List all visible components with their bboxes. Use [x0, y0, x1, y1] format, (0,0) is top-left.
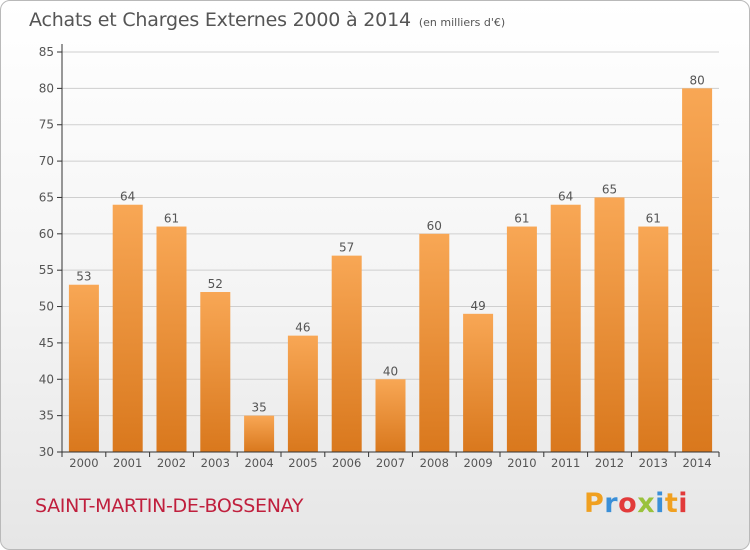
bar-value-label: 46 [295, 321, 310, 335]
y-tick-label: 85 [39, 45, 54, 59]
bar-2014 [682, 88, 713, 452]
bar-2005 [287, 335, 318, 452]
bar-value-label: 64 [120, 190, 135, 204]
logo-letter: i [655, 488, 665, 519]
y-tick-label: 75 [39, 118, 54, 132]
axes: 30 35 40 45 50 55 60 65 70 75 80 85 2000 2001 2002 2003… [39, 44, 720, 470]
x-tick-label: 2009 [463, 456, 492, 470]
x-tick-label: 2006 [332, 456, 361, 470]
bars: 53 64 61 52 35 46 57 40 60 49 61 64 65 61 80 [68, 73, 713, 452]
y-tick-label: 55 [39, 263, 54, 277]
x-tick-label: 2004 [244, 456, 273, 470]
bar-2009 [463, 313, 494, 452]
bar-value-label: 61 [514, 212, 529, 226]
bar-value-label: 35 [251, 401, 266, 415]
bar-2003 [200, 292, 231, 452]
bar-2010 [506, 226, 537, 452]
y-tick-label: 80 [39, 81, 54, 95]
bar-2008 [419, 233, 450, 452]
x-tick-label: 2008 [420, 456, 449, 470]
logo-letter: o [618, 488, 638, 519]
bar-value-label: 61 [646, 212, 661, 226]
proxiti-logo[interactable]: Proxiti [584, 488, 688, 519]
bar-value-label: 60 [427, 219, 442, 233]
x-tick-label: 2003 [201, 456, 230, 470]
logo-letter: x [637, 488, 656, 519]
logo-letter: t [664, 488, 679, 519]
bar-value-label: 65 [602, 182, 617, 196]
y-tick-label: 70 [39, 154, 54, 168]
bar-value-label: 61 [164, 212, 179, 226]
x-tick-label: 2000 [69, 456, 98, 470]
bar-2013 [638, 226, 669, 452]
y-tick-label: 65 [39, 190, 54, 204]
commune-name: SAINT-MARTIN-DE-BOSSENAY [35, 495, 304, 517]
x-tick-label: 2010 [507, 456, 536, 470]
bar-value-label: 64 [558, 190, 573, 204]
chart-title: Achats et Charges Externes 2000 à 2014 (e… [29, 9, 505, 31]
bar-value-label: 57 [339, 241, 354, 255]
bar-value-label: 49 [470, 299, 485, 313]
bar-value-label: 80 [689, 73, 704, 87]
bar-value-label: 53 [76, 270, 91, 284]
y-tick-label: 40 [39, 372, 54, 386]
chart-unit: (en milliers d'€) [418, 16, 506, 29]
x-tick-label: 2014 [682, 456, 711, 470]
y-tick-label: 35 [39, 409, 54, 423]
logo-letter: i [678, 488, 689, 519]
bar-2006 [331, 255, 362, 452]
chart-title-text: Achats et Charges Externes 2000 à 2014 [29, 9, 411, 31]
x-tick-label: 2011 [551, 456, 580, 470]
bar-2011 [550, 204, 581, 452]
x-tick-label: 2005 [288, 456, 317, 470]
bar-2002 [156, 226, 187, 452]
bar-2000 [68, 284, 99, 452]
y-tick-label: 30 [39, 445, 54, 459]
y-tick-label: 60 [39, 227, 54, 241]
bar-2001 [112, 204, 143, 452]
y-tick-label: 50 [39, 300, 54, 314]
bar-2007 [375, 379, 406, 452]
bar-value-label: 52 [208, 277, 223, 291]
x-tick-label: 2001 [113, 456, 142, 470]
y-tick-label: 45 [39, 336, 54, 350]
x-tick-label: 2007 [376, 456, 405, 470]
logo-letter: P [584, 488, 605, 519]
x-tick-label: 2012 [595, 456, 624, 470]
bar-2004 [244, 415, 275, 452]
x-tick-label: 2013 [639, 456, 668, 470]
logo-letter: r [604, 488, 619, 519]
bar-2012 [594, 197, 625, 452]
bar-value-label: 40 [383, 364, 398, 378]
x-tick-label: 2002 [157, 456, 186, 470]
